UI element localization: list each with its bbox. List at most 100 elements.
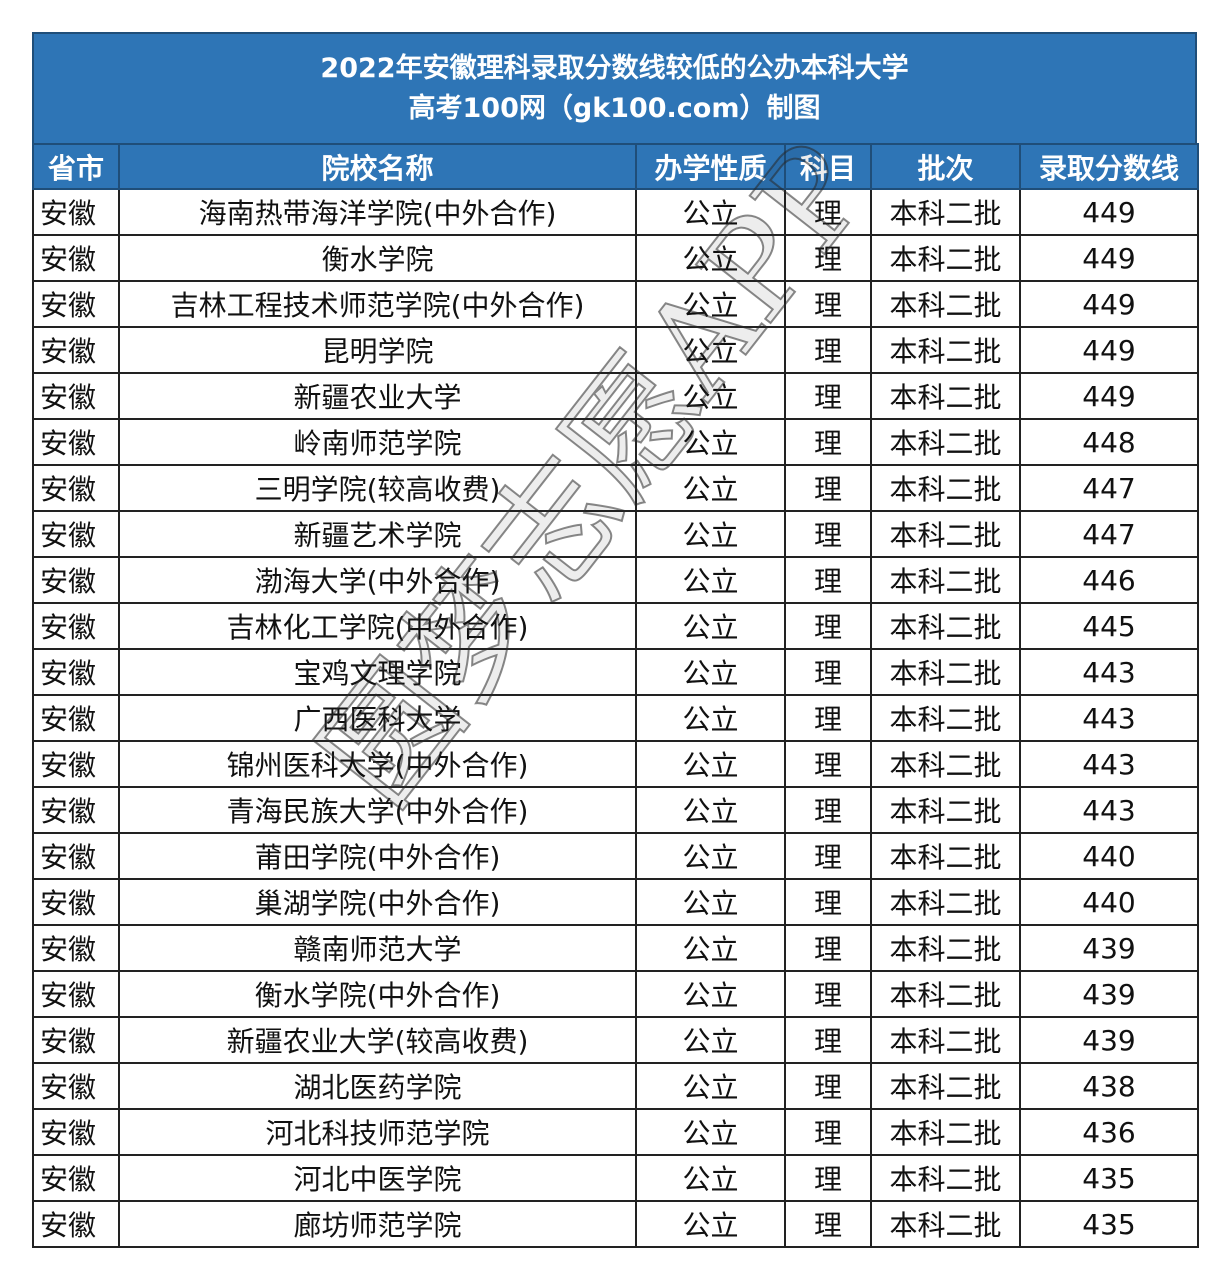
column-header-subject: 科目 xyxy=(784,143,872,190)
cell-score: 449 xyxy=(1019,188,1199,236)
cell-score: 438 xyxy=(1019,1062,1199,1110)
cell-school: 广西医科大学 xyxy=(118,694,637,742)
score-table-figure: 2022年安徽理科录取分数线较低的公办本科大学 高考100网（gk100.com… xyxy=(32,32,1199,1248)
cell-subject: 理 xyxy=(784,970,872,1018)
cell-batch: 本科二批 xyxy=(870,740,1021,788)
cell-score: 449 xyxy=(1019,372,1199,420)
cell-province: 安徽 xyxy=(32,372,120,420)
cell-subject: 理 xyxy=(784,188,872,236)
cell-ownership: 公立 xyxy=(635,878,786,926)
cell-school: 河北中医学院 xyxy=(118,1154,637,1202)
cell-ownership: 公立 xyxy=(635,786,786,834)
cell-school: 昆明学院 xyxy=(118,326,637,374)
cell-subject: 理 xyxy=(784,648,872,696)
cell-ownership: 公立 xyxy=(635,694,786,742)
table-row: 安徽 吉林化工学院(中外合作) 公立理本科二批 445 xyxy=(32,602,1199,650)
cell-province: 安徽 xyxy=(32,1062,120,1110)
cell-province: 安徽 xyxy=(32,970,120,1018)
cell-province: 安徽 xyxy=(32,464,120,512)
table-row: 安徽 新疆农业大学(较高收费) 公立理本科二批 439 xyxy=(32,1016,1199,1064)
cell-subject: 理 xyxy=(784,234,872,282)
table-row: 安徽 昆明学院 公立理本科二批 449 xyxy=(32,326,1199,374)
cell-province: 安徽 xyxy=(32,1016,120,1064)
cell-ownership: 公立 xyxy=(635,326,786,374)
table-subtitle: 高考100网（gk100.com）制图 xyxy=(408,92,821,124)
cell-school: 锦州医科大学(中外合作) xyxy=(118,740,637,788)
cell-ownership: 公立 xyxy=(635,970,786,1018)
cell-score: 435 xyxy=(1019,1154,1199,1202)
cell-subject: 理 xyxy=(784,372,872,420)
cell-ownership: 公立 xyxy=(635,832,786,880)
cell-batch: 本科二批 xyxy=(870,280,1021,328)
table-row: 安徽 渤海大学(中外合作) 公立理本科二批 446 xyxy=(32,556,1199,604)
table-row: 安徽 莆田学院(中外合作) 公立理本科二批 440 xyxy=(32,832,1199,880)
cell-province: 安徽 xyxy=(32,832,120,880)
cell-batch: 本科二批 xyxy=(870,694,1021,742)
table-row: 安徽 青海民族大学(中外合作) 公立理本科二批 443 xyxy=(32,786,1199,834)
cell-batch: 本科二批 xyxy=(870,878,1021,926)
header-row: 省市 院校名称 办学性质 科目 批次 录取分数线 xyxy=(32,143,1199,190)
table-row: 安徽 赣南师范大学 公立理本科二批 439 xyxy=(32,924,1199,972)
cell-school: 吉林化工学院(中外合作) xyxy=(118,602,637,650)
cell-school: 新疆艺术学院 xyxy=(118,510,637,558)
cell-ownership: 公立 xyxy=(635,372,786,420)
column-header-score: 录取分数线 xyxy=(1019,143,1199,190)
cell-batch: 本科二批 xyxy=(870,464,1021,512)
title-banner: 2022年安徽理科录取分数线较低的公办本科大学 高考100网（gk100.com… xyxy=(32,32,1197,143)
cell-school: 海南热带海洋学院(中外合作) xyxy=(118,188,637,236)
cell-province: 安徽 xyxy=(32,1154,120,1202)
cell-ownership: 公立 xyxy=(635,188,786,236)
cell-province: 安徽 xyxy=(32,188,120,236)
cell-province: 安徽 xyxy=(32,878,120,926)
cell-batch: 本科二批 xyxy=(870,1108,1021,1156)
cell-province: 安徽 xyxy=(32,740,120,788)
cell-score: 447 xyxy=(1019,464,1199,512)
cell-score: 449 xyxy=(1019,234,1199,282)
cell-province: 安徽 xyxy=(32,556,120,604)
cell-batch: 本科二批 xyxy=(870,832,1021,880)
cell-subject: 理 xyxy=(784,464,872,512)
cell-subject: 理 xyxy=(784,280,872,328)
cell-score: 448 xyxy=(1019,418,1199,466)
cell-batch: 本科二批 xyxy=(870,786,1021,834)
cell-batch: 本科二批 xyxy=(870,326,1021,374)
cell-subject: 理 xyxy=(784,1200,872,1248)
table-row: 安徽 宝鸡文理学院 公立理本科二批 443 xyxy=(32,648,1199,696)
cell-province: 安徽 xyxy=(32,418,120,466)
cell-province: 安徽 xyxy=(32,602,120,650)
cell-batch: 本科二批 xyxy=(870,602,1021,650)
cell-batch: 本科二批 xyxy=(870,1062,1021,1110)
cell-ownership: 公立 xyxy=(635,418,786,466)
cell-school: 河北科技师范学院 xyxy=(118,1108,637,1156)
table-row: 安徽 廊坊师范学院 公立理本科二批 435 xyxy=(32,1200,1199,1248)
cell-school: 三明学院(较高收费) xyxy=(118,464,637,512)
cell-ownership: 公立 xyxy=(635,602,786,650)
cell-province: 安徽 xyxy=(32,234,120,282)
cell-score: 446 xyxy=(1019,556,1199,604)
table-row: 安徽 三明学院(较高收费) 公立理本科二批 447 xyxy=(32,464,1199,512)
column-header-school: 院校名称 xyxy=(118,143,637,190)
cell-score: 443 xyxy=(1019,740,1199,788)
cell-ownership: 公立 xyxy=(635,510,786,558)
cell-subject: 理 xyxy=(784,740,872,788)
table-row: 安徽 湖北医药学院 公立理本科二批 438 xyxy=(32,1062,1199,1110)
cell-batch: 本科二批 xyxy=(870,510,1021,558)
table-row: 安徽 新疆农业大学 公立理本科二批 449 xyxy=(32,372,1199,420)
cell-subject: 理 xyxy=(784,924,872,972)
table-row: 安徽 河北科技师范学院 公立理本科二批 436 xyxy=(32,1108,1199,1156)
cell-score: 443 xyxy=(1019,694,1199,742)
table-row: 安徽 衡水学院 公立理本科二批 449 xyxy=(32,234,1199,282)
admission-score-table: 省市 院校名称 办学性质 科目 批次 录取分数线 安徽 海南热带海洋学院(中外合作… xyxy=(32,143,1199,1248)
table-row: 安徽 锦州医科大学(中外合作) 公立理本科二批 443 xyxy=(32,740,1199,788)
cell-province: 安徽 xyxy=(32,924,120,972)
cell-school: 青海民族大学(中外合作) xyxy=(118,786,637,834)
cell-ownership: 公立 xyxy=(635,234,786,282)
cell-province: 安徽 xyxy=(32,326,120,374)
cell-batch: 本科二批 xyxy=(870,1200,1021,1248)
cell-ownership: 公立 xyxy=(635,464,786,512)
cell-score: 440 xyxy=(1019,878,1199,926)
table-row: 安徽 衡水学院(中外合作) 公立理本科二批 439 xyxy=(32,970,1199,1018)
cell-school: 宝鸡文理学院 xyxy=(118,648,637,696)
cell-school: 廊坊师范学院 xyxy=(118,1200,637,1248)
table-row: 安徽 吉林工程技术师范学院(中外合作) 公立理本科二批 449 xyxy=(32,280,1199,328)
